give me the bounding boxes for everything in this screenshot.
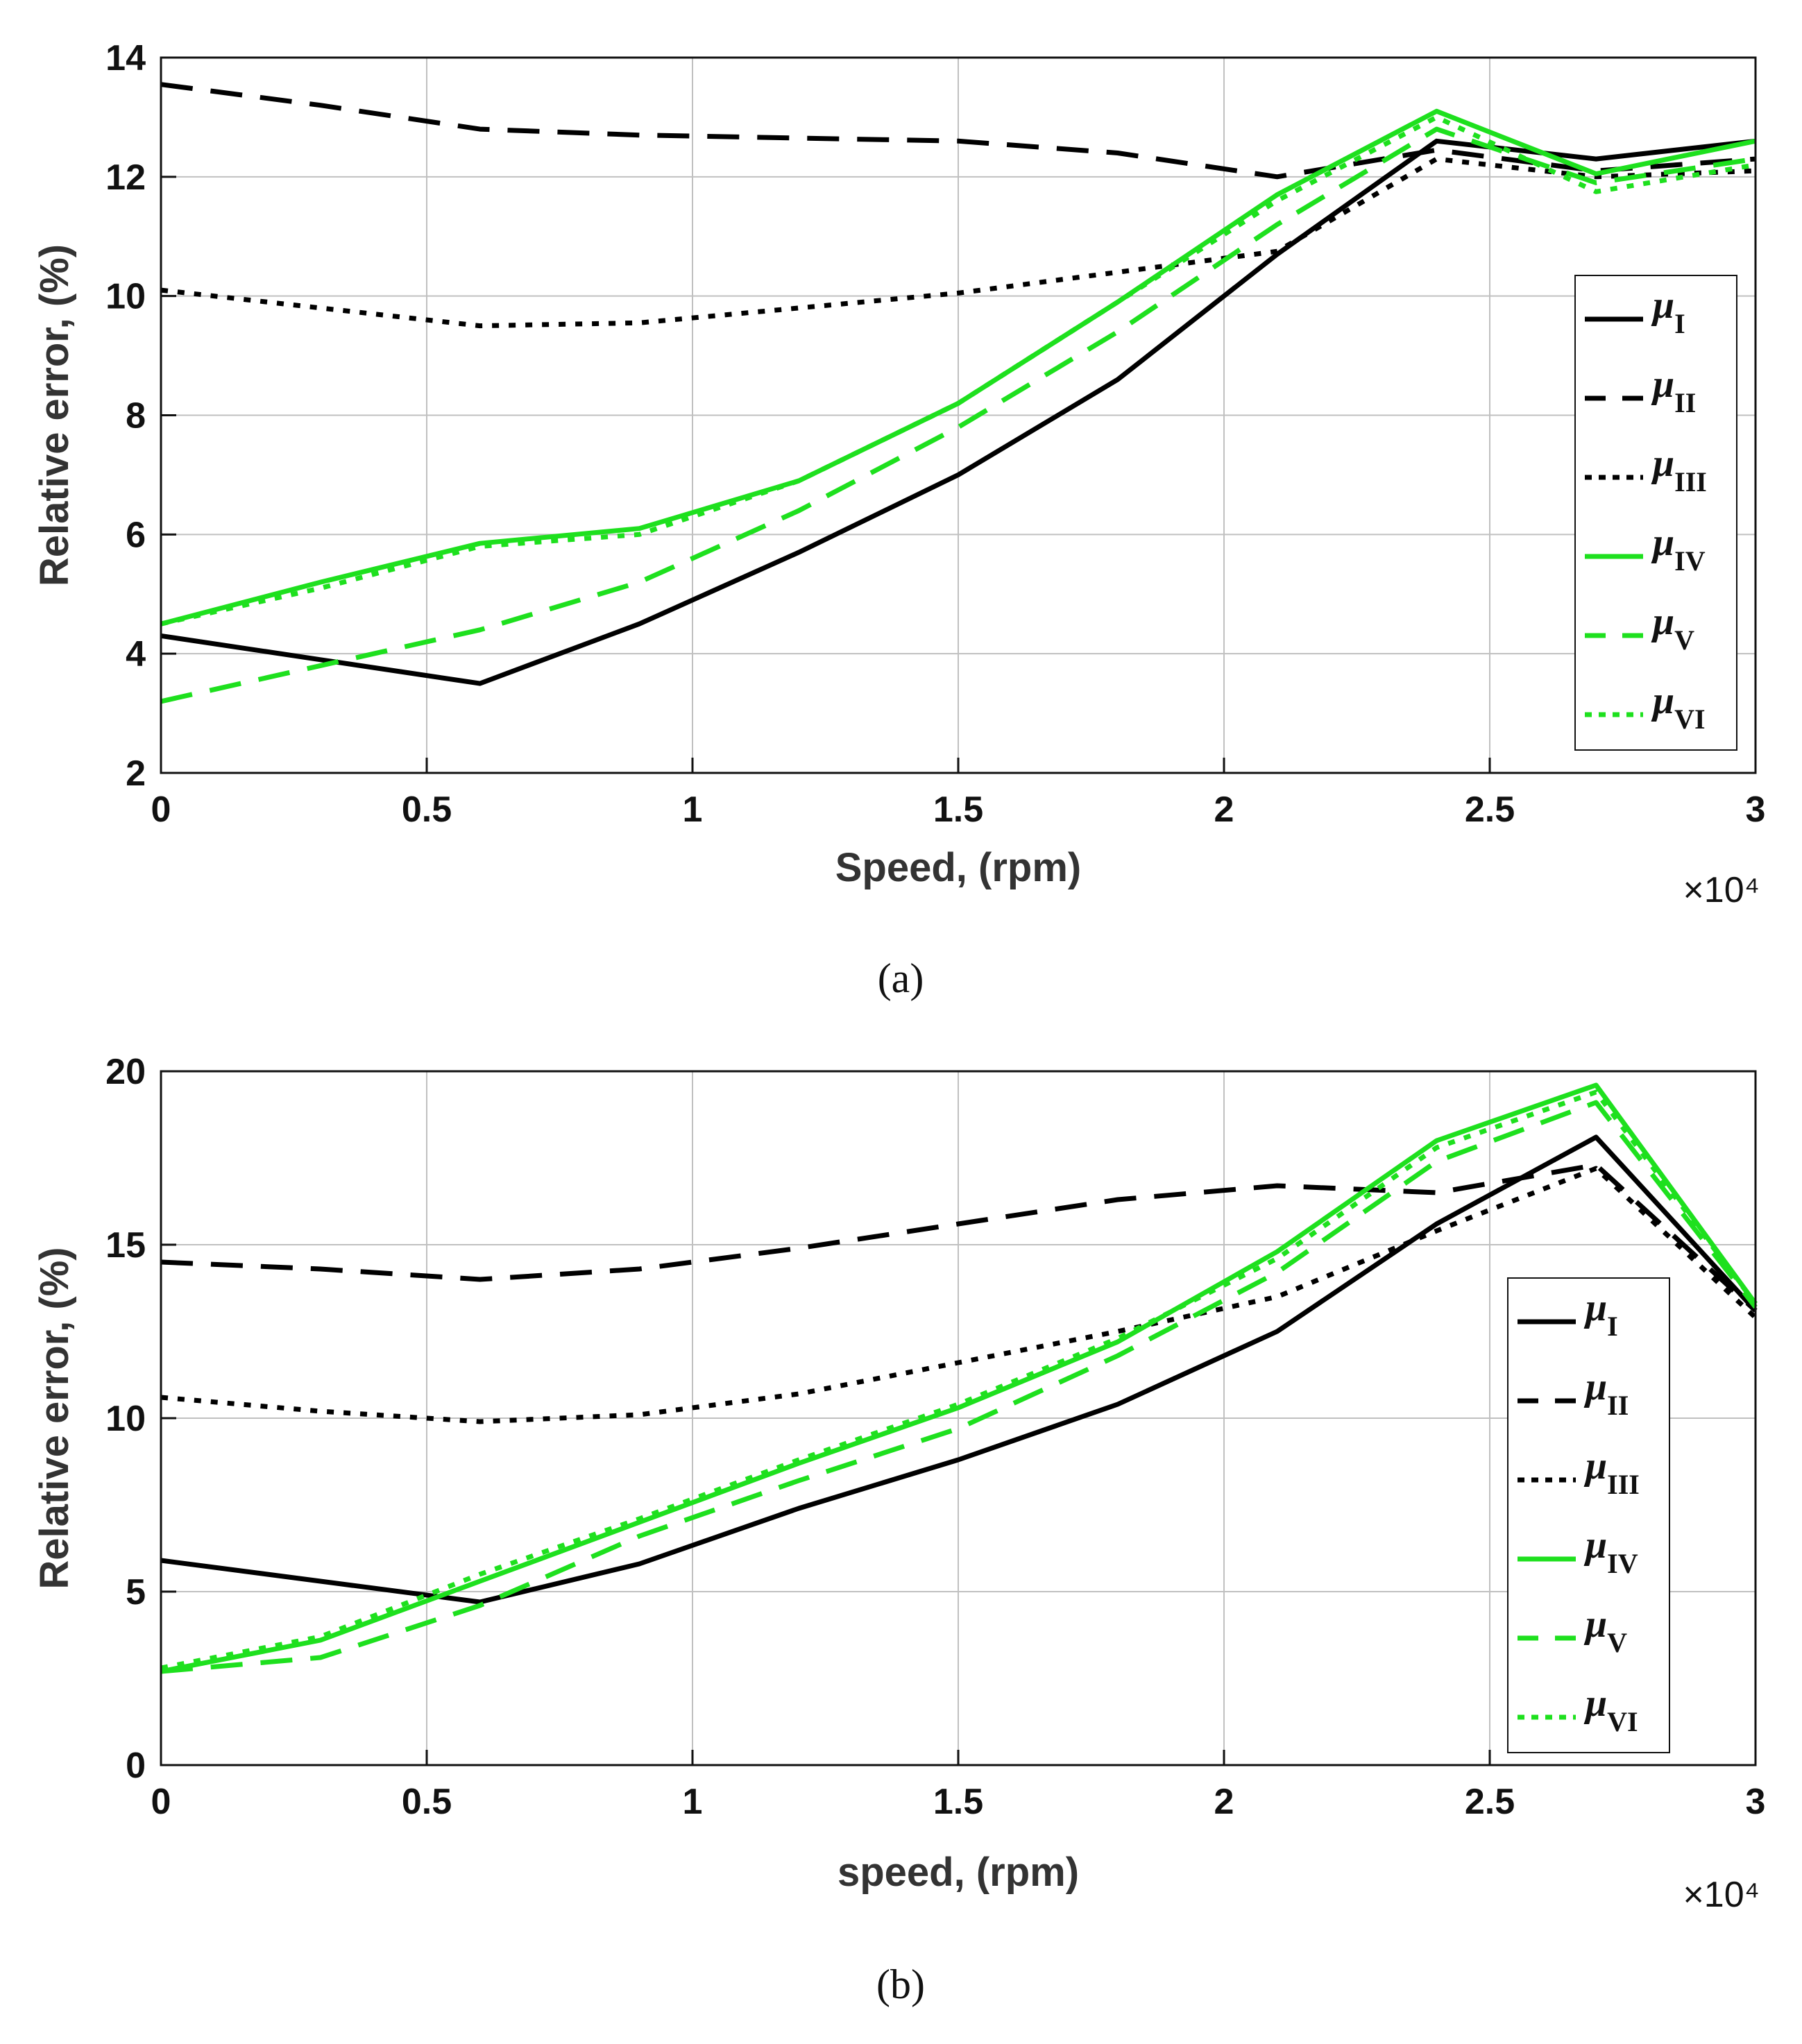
y-axis-label-b: Relative error, (%) [32, 1247, 77, 1589]
x-tick-label: 2.5 [1465, 1782, 1515, 1822]
chart-panel-a: 2 4 6 8 10 12 14 0 0.5 1 1.5 2 2.5 3 Relative error,… [32, 38, 1765, 1001]
x-axis-label-b: speed, (rpm) [838, 1850, 1079, 1895]
x-tick-label: 1.5 [933, 1782, 983, 1822]
legend-label-μI: μI [1583, 1286, 1618, 1342]
series-line-μIII [160, 156, 1756, 329]
x-tick-label: 0.5 [402, 790, 452, 830]
y-tick-label: 14 [105, 38, 146, 78]
legend-b: μI μII μIII μIV μV μVI [1507, 1277, 1670, 1753]
legend-label-μV: μV [1583, 1603, 1627, 1658]
y-axis-label-a: Relative error, (%) [32, 244, 77, 586]
y-tick-label: 6 [126, 515, 146, 555]
y-tick-label: 20 [105, 1052, 146, 1092]
x-tick-label: 2.5 [1465, 790, 1515, 830]
series-line-μVI [160, 114, 1756, 627]
x-exponent-a: ×10⁴ [1683, 870, 1760, 910]
series-line-μV [160, 1100, 1758, 1674]
legend-label-μI: μI [1651, 284, 1685, 339]
caption-a: (a) [878, 955, 924, 1001]
legend-label-μVI: μVI [1583, 1682, 1638, 1737]
x-exponent-b: ×10⁴ [1683, 1875, 1760, 1915]
y-tick-label: 4 [126, 634, 146, 674]
y-tick-label: 5 [126, 1572, 146, 1612]
y-tick-label: 10 [105, 1399, 146, 1439]
legend-box [1574, 275, 1737, 751]
x-tick-label: 1 [683, 1782, 703, 1822]
x-tick-label: 1 [683, 790, 703, 830]
y-tick-label: 8 [126, 396, 146, 436]
x-tick-label: 3 [1746, 790, 1766, 830]
legend-label-μIV: μIV [1583, 1524, 1638, 1579]
x-tick-labels-a: 0 0.5 1 1.5 2 2.5 3 [151, 758, 1766, 830]
x-tick-label: 0 [151, 790, 171, 830]
legend-label-μVI: μVI [1651, 679, 1706, 735]
series-line-μII [160, 1162, 1758, 1313]
y-tick-label: 15 [105, 1225, 146, 1266]
y-tick-label: 10 [105, 277, 146, 317]
x-tick-label: 2 [1214, 1782, 1234, 1822]
series-line-μII [160, 82, 1756, 180]
series-line-μIII [160, 1166, 1758, 1424]
series-lines-a [160, 82, 1756, 704]
legend-a: μI μII μIII μIV μV μVI [1574, 275, 1737, 751]
legend-label-μIV: μIV [1651, 521, 1706, 577]
y-tick-labels-a: 2 4 6 8 10 12 14 [105, 38, 176, 794]
legend-label-μIII: μIII [1651, 442, 1707, 497]
y-tick-label: 12 [105, 157, 146, 198]
y-tick-labels-b: 0 5 10 15 20 [105, 1052, 176, 1786]
x-tick-label: 0 [151, 1782, 171, 1822]
x-axis-label-a: Speed, (rpm) [835, 845, 1082, 890]
legend-label-μIII: μIII [1583, 1445, 1640, 1500]
series-line-μI [160, 1134, 1758, 1605]
legend-box [1507, 1277, 1670, 1753]
series-lines-b [160, 1082, 1758, 1674]
caption-b: (b) [876, 1961, 925, 2007]
x-tick-label: 3 [1746, 1782, 1766, 1822]
y-tick-label: 0 [126, 1746, 146, 1786]
y-tick-label: 2 [126, 753, 146, 794]
legend-label-μV: μV [1651, 600, 1694, 656]
x-tick-label: 2 [1214, 790, 1234, 830]
chart-panel-b: 0 5 10 15 20 0 0.5 1 1.5 2 2.5 3 Relative error, (… [32, 1052, 1765, 2007]
series-line-μIV [160, 1082, 1758, 1674]
x-tick-labels-b: 0 0.5 1 1.5 2 2.5 3 [151, 1750, 1766, 1822]
legend-label-μII: μII [1583, 1365, 1629, 1421]
series-line-μV [160, 126, 1756, 704]
x-tick-label: 1.5 [933, 790, 983, 830]
x-tick-label: 0.5 [402, 1782, 452, 1822]
legend-label-μII: μII [1651, 363, 1696, 418]
